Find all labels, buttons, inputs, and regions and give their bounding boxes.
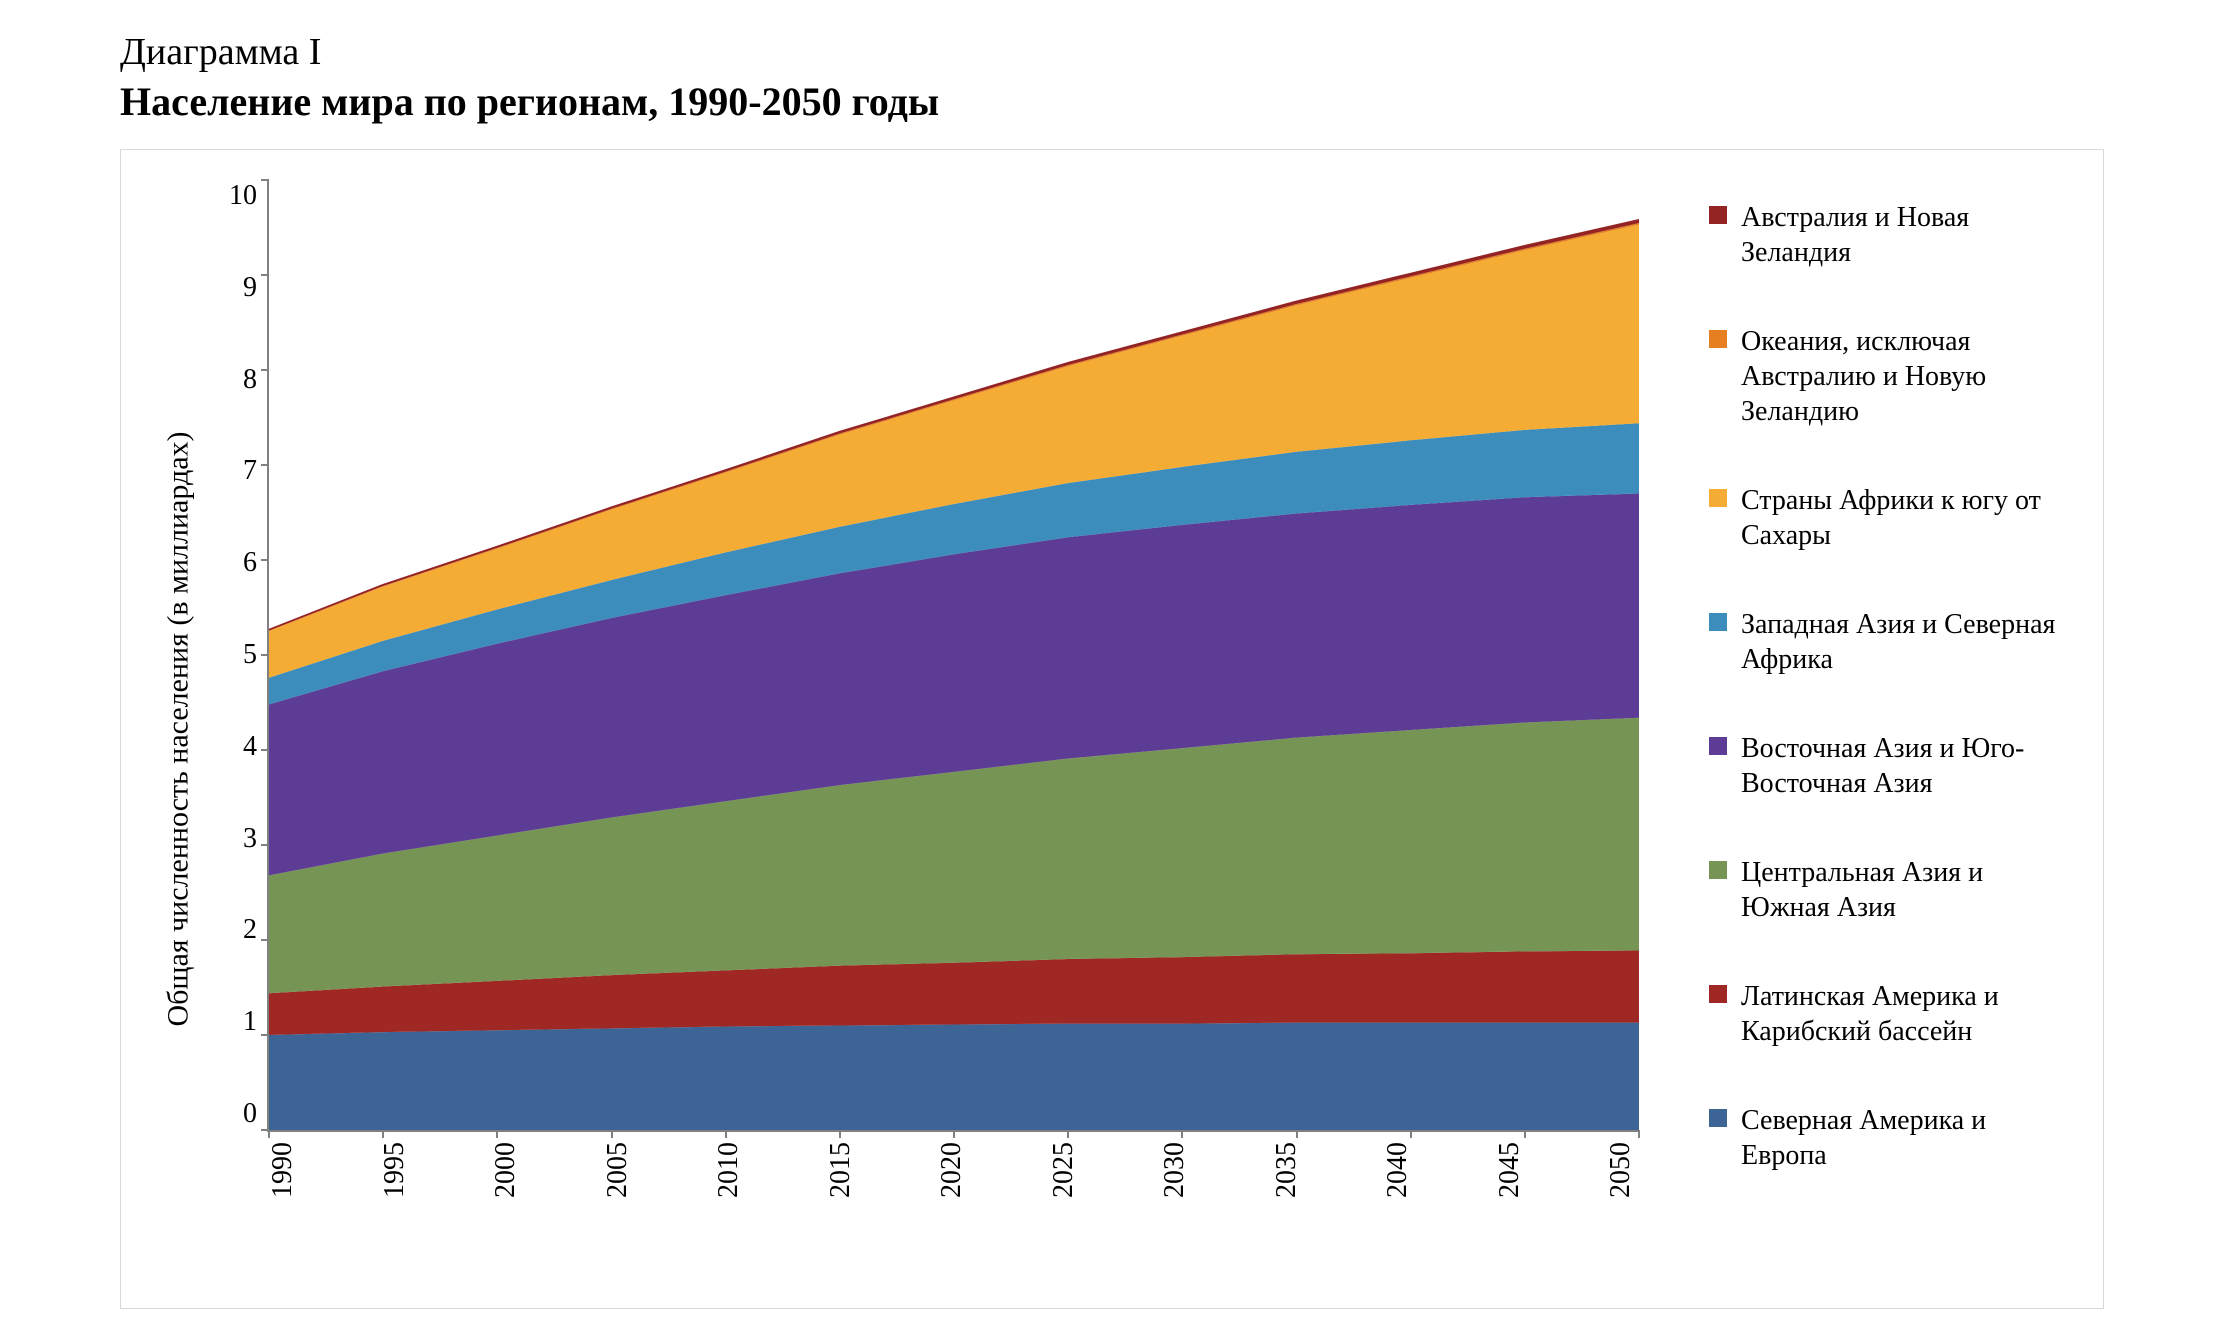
x-tick-label: 2045	[1494, 1142, 1526, 1198]
x-axis-ticks: 1990 1995 2000 2005 2010 2015 2020 2025 2030 2035…	[267, 1142, 1637, 1198]
y-tick-label: 9	[243, 272, 257, 304]
legend-item-esea: Восточная Азия и Юго-Восточная Азия	[1709, 731, 2063, 801]
plot-and-xticks: 1990 1995 2000 2005 2010 2015 2020 2025 2030 2035…	[267, 180, 1639, 1278]
x-tick-mark	[725, 1130, 727, 1138]
x-tick-label: 2040	[1382, 1142, 1414, 1198]
chart-supertitle: Диаграмма I	[120, 30, 2104, 74]
x-tick-mark	[268, 1130, 270, 1138]
y-tick-mark	[261, 559, 269, 561]
legend-swatch	[1709, 489, 1727, 507]
y-tick-label: 2	[243, 914, 257, 946]
plot-area	[267, 180, 1639, 1132]
y-tick-label: 3	[243, 823, 257, 855]
x-tick-label: 2030	[1159, 1142, 1191, 1198]
legend-label: Центральная Азия и Южная Азия	[1741, 855, 2063, 925]
legend-item-wana: Западная Азия и Северная Африка	[1709, 607, 2063, 677]
x-tick-mark	[1524, 1130, 1526, 1138]
x-tick-mark	[611, 1130, 613, 1138]
x-tick-mark	[1410, 1130, 1412, 1138]
x-tick-label: 2025	[1048, 1142, 1080, 1198]
x-tick-label: 2000	[490, 1142, 522, 1198]
legend-label: Океания, исключая Австралию и Новую Зела…	[1741, 324, 2063, 429]
x-tick-mark	[1181, 1130, 1183, 1138]
legend-item-csa: Центральная Азия и Южная Азия	[1709, 855, 2063, 925]
y-tick-label: 10	[229, 180, 257, 212]
y-tick-mark	[261, 369, 269, 371]
legend-item-na_eu: Северная Америка и Европа	[1709, 1103, 2063, 1173]
legend-item-ssa: Страны Африки к югу от Сахары	[1709, 483, 2063, 553]
legend-swatch	[1709, 861, 1727, 879]
legend-swatch	[1709, 206, 1727, 224]
y-tick-label: 4	[243, 731, 257, 763]
y-tick-label: 8	[243, 364, 257, 396]
x-tick-label: 2020	[936, 1142, 968, 1198]
y-tick-mark	[261, 939, 269, 941]
x-tick-mark	[953, 1130, 955, 1138]
x-tick-mark	[839, 1130, 841, 1138]
legend-item-oceania: Океания, исключая Австралию и Новую Зела…	[1709, 324, 2063, 429]
y-tick-mark	[261, 654, 269, 656]
legend-label: Северная Америка и Европа	[1741, 1103, 2063, 1173]
y-tick-mark	[261, 179, 269, 181]
x-tick-label: 2015	[825, 1142, 857, 1198]
legend: Австралия и Новая Зеландия Океания, исклю…	[1639, 180, 2063, 1278]
legend-label: Западная Азия и Северная Африка	[1741, 607, 2063, 677]
legend-label: Латинская Америка и Карибский бассейн	[1741, 979, 2063, 1049]
x-tick-mark	[496, 1130, 498, 1138]
y-tick-mark	[261, 464, 269, 466]
y-tick-mark	[261, 844, 269, 846]
legend-swatch	[1709, 985, 1727, 1003]
stacked-area-svg	[269, 180, 1639, 1130]
y-tick-label: 5	[243, 639, 257, 671]
y-tick-label: 1	[243, 1006, 257, 1038]
legend-item-anz: Австралия и Новая Зеландия	[1709, 200, 2063, 270]
y-axis-label-wrap: Общая численность населения (в миллиарда…	[151, 180, 207, 1278]
y-tick-label: 7	[243, 455, 257, 487]
legend-swatch	[1709, 330, 1727, 348]
x-tick-label: 2005	[602, 1142, 634, 1198]
chart-title: Население мира по регионам, 1990-2050 го…	[120, 78, 2104, 125]
legend-label: Восточная Азия и Юго-Восточная Азия	[1741, 731, 2063, 801]
x-tick-mark	[382, 1130, 384, 1138]
series-area-na_eu	[269, 1023, 1639, 1130]
x-tick-label: 1990	[267, 1142, 299, 1198]
y-tick-mark	[261, 274, 269, 276]
legend-swatch	[1709, 737, 1727, 755]
legend-label: Австралия и Новая Зеландия	[1741, 200, 2063, 270]
chart-frame: Общая численность населения (в миллиарда…	[120, 149, 2104, 1309]
y-tick-mark	[261, 1034, 269, 1036]
page: Диаграмма I Население мира по регионам, …	[0, 0, 2214, 1344]
x-tick-mark	[1638, 1130, 1640, 1138]
x-tick-mark	[1067, 1130, 1069, 1138]
legend-label: Страны Африки к югу от Сахары	[1741, 483, 2063, 553]
y-tick-label: 0	[243, 1098, 257, 1130]
x-tick-label: 1995	[379, 1142, 411, 1198]
y-axis-ticks: 109876543210	[207, 180, 267, 1130]
y-tick-mark	[261, 749, 269, 751]
legend-swatch	[1709, 613, 1727, 631]
y-axis-label: Общая численность населения (в миллиарда…	[162, 431, 196, 1026]
x-tick-mark	[1296, 1130, 1298, 1138]
plot-column: Общая численность населения (в миллиарда…	[151, 180, 1639, 1278]
x-tick-label: 2010	[713, 1142, 745, 1198]
x-tick-label: 2050	[1605, 1142, 1637, 1198]
y-tick-label: 6	[243, 547, 257, 579]
x-tick-label: 2035	[1271, 1142, 1303, 1198]
legend-item-lac: Латинская Америка и Карибский бассейн	[1709, 979, 2063, 1049]
legend-swatch	[1709, 1109, 1727, 1127]
